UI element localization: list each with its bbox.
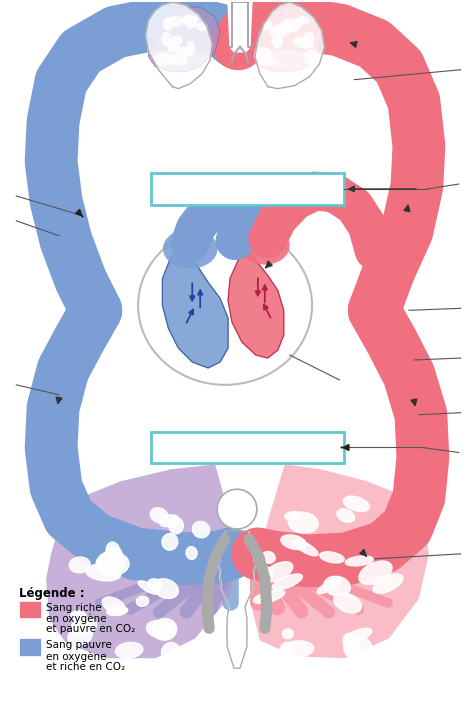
Ellipse shape: [86, 564, 121, 581]
Polygon shape: [46, 464, 240, 658]
Ellipse shape: [106, 542, 120, 563]
Ellipse shape: [69, 557, 90, 573]
Ellipse shape: [106, 547, 122, 560]
Ellipse shape: [150, 508, 168, 523]
Ellipse shape: [317, 578, 342, 594]
Text: et pauvre en CO₂: et pauvre en CO₂: [46, 625, 136, 635]
Ellipse shape: [68, 625, 92, 646]
Text: Sang riche: Sang riche: [46, 602, 102, 612]
Ellipse shape: [186, 547, 197, 560]
Polygon shape: [228, 246, 284, 358]
Ellipse shape: [359, 561, 392, 584]
Polygon shape: [255, 2, 325, 89]
Ellipse shape: [297, 17, 309, 24]
Ellipse shape: [285, 511, 301, 520]
Ellipse shape: [169, 518, 183, 534]
FancyBboxPatch shape: [151, 432, 345, 463]
Ellipse shape: [301, 42, 313, 48]
Ellipse shape: [96, 552, 129, 576]
Ellipse shape: [102, 597, 125, 613]
Ellipse shape: [345, 556, 374, 566]
Ellipse shape: [263, 22, 272, 30]
Ellipse shape: [255, 48, 271, 59]
Ellipse shape: [197, 23, 207, 30]
Ellipse shape: [136, 596, 149, 607]
Ellipse shape: [182, 15, 198, 22]
Ellipse shape: [304, 33, 313, 44]
Ellipse shape: [343, 633, 358, 655]
Ellipse shape: [254, 590, 285, 604]
Ellipse shape: [162, 534, 178, 550]
Ellipse shape: [162, 33, 171, 46]
Ellipse shape: [163, 228, 218, 268]
Ellipse shape: [274, 25, 292, 33]
Ellipse shape: [279, 642, 294, 664]
Ellipse shape: [154, 54, 173, 66]
Ellipse shape: [98, 552, 125, 573]
Ellipse shape: [178, 47, 188, 57]
Ellipse shape: [164, 17, 173, 30]
Ellipse shape: [324, 576, 350, 596]
Ellipse shape: [240, 227, 290, 265]
Ellipse shape: [262, 552, 275, 563]
Ellipse shape: [282, 20, 301, 31]
Ellipse shape: [293, 37, 311, 47]
Text: Sang pauvre: Sang pauvre: [46, 641, 112, 651]
Ellipse shape: [373, 574, 403, 594]
Polygon shape: [219, 531, 255, 668]
Ellipse shape: [283, 629, 293, 638]
Ellipse shape: [70, 611, 87, 622]
Ellipse shape: [304, 51, 319, 64]
FancyBboxPatch shape: [151, 173, 345, 205]
Text: et riche en CO₂: et riche en CO₂: [46, 662, 125, 672]
Ellipse shape: [273, 35, 282, 48]
Ellipse shape: [167, 17, 183, 26]
Circle shape: [217, 489, 257, 529]
Ellipse shape: [186, 42, 194, 56]
FancyBboxPatch shape: [19, 601, 41, 618]
Ellipse shape: [138, 581, 159, 594]
Ellipse shape: [271, 26, 287, 37]
Polygon shape: [252, 464, 429, 658]
Ellipse shape: [162, 643, 181, 662]
Ellipse shape: [107, 607, 128, 615]
Ellipse shape: [260, 567, 273, 577]
Ellipse shape: [258, 57, 275, 65]
Polygon shape: [228, 2, 252, 52]
Ellipse shape: [334, 593, 362, 613]
Ellipse shape: [115, 642, 143, 658]
Ellipse shape: [344, 636, 372, 659]
Ellipse shape: [171, 54, 187, 65]
Ellipse shape: [146, 620, 175, 639]
Ellipse shape: [169, 36, 182, 45]
Text: Légende :: Légende :: [19, 586, 85, 599]
Ellipse shape: [192, 521, 210, 538]
Ellipse shape: [288, 512, 318, 533]
Ellipse shape: [281, 535, 307, 549]
Ellipse shape: [399, 631, 410, 651]
FancyBboxPatch shape: [19, 638, 41, 656]
Polygon shape: [146, 2, 212, 89]
Ellipse shape: [292, 539, 318, 556]
Polygon shape: [252, 7, 321, 72]
Ellipse shape: [264, 562, 293, 582]
Ellipse shape: [153, 619, 177, 640]
Ellipse shape: [272, 574, 302, 590]
Ellipse shape: [185, 19, 197, 27]
Ellipse shape: [148, 579, 162, 589]
Ellipse shape: [71, 617, 97, 635]
Ellipse shape: [320, 552, 344, 563]
Ellipse shape: [153, 579, 179, 599]
Polygon shape: [148, 7, 220, 72]
Ellipse shape: [167, 42, 179, 52]
Ellipse shape: [337, 509, 355, 522]
Ellipse shape: [282, 641, 314, 657]
Ellipse shape: [138, 226, 312, 385]
Polygon shape: [163, 241, 228, 368]
Ellipse shape: [159, 515, 179, 527]
Text: en oxygène: en oxygène: [46, 651, 107, 662]
Text: en oxygène: en oxygène: [46, 614, 107, 624]
Ellipse shape: [344, 628, 372, 643]
Ellipse shape: [344, 496, 369, 512]
